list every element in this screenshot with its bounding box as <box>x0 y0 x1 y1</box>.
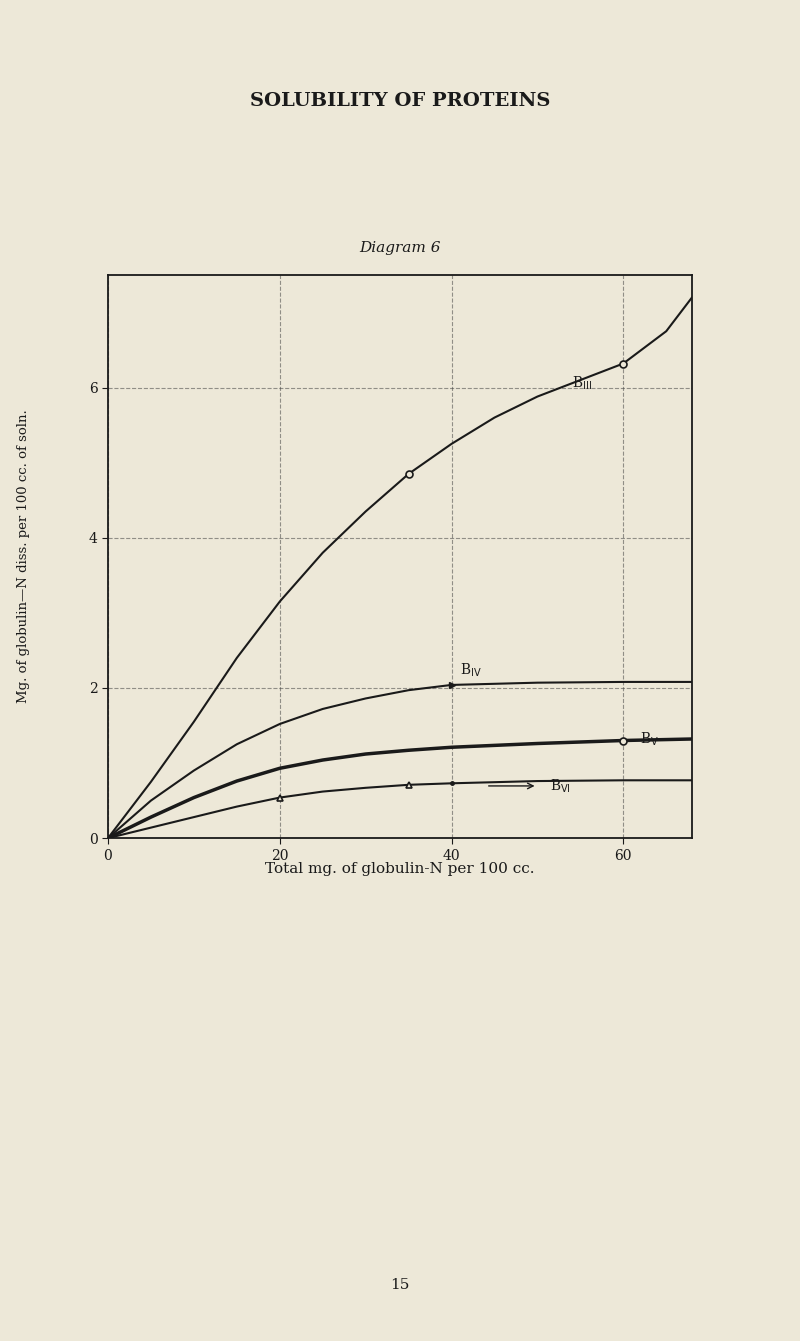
Text: B$_{\mathrm{V}}$: B$_{\mathrm{V}}$ <box>641 731 659 748</box>
Text: SOLUBILITY OF PROTEINS: SOLUBILITY OF PROTEINS <box>250 91 550 110</box>
Text: Total mg. of globulin-N per 100 cc.: Total mg. of globulin-N per 100 cc. <box>266 862 534 876</box>
Text: B$_{\mathrm{IV}}$: B$_{\mathrm{IV}}$ <box>460 661 482 679</box>
Text: Diagram 6: Diagram 6 <box>359 241 441 255</box>
Text: B$_{\mathrm{VI}}$: B$_{\mathrm{VI}}$ <box>550 778 571 795</box>
Text: Mg. of globulin—N diss. per 100 cc. of soln.: Mg. of globulin—N diss. per 100 cc. of s… <box>18 409 30 704</box>
Text: 15: 15 <box>390 1278 410 1291</box>
Text: B$_{\mathrm{III}}$: B$_{\mathrm{III}}$ <box>572 375 592 393</box>
